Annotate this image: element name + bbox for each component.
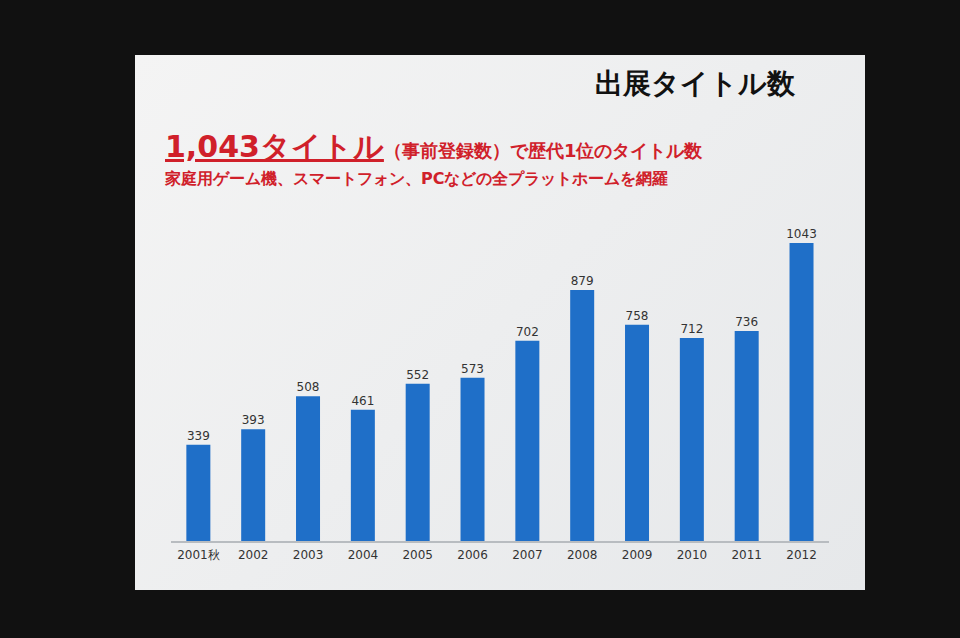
svg-text:393: 393 xyxy=(242,413,265,427)
svg-text:2003: 2003 xyxy=(293,548,324,562)
svg-text:702: 702 xyxy=(516,325,539,339)
svg-text:712: 712 xyxy=(680,322,703,336)
svg-text:461: 461 xyxy=(351,394,374,408)
html-text:1,043タイトル（事前登録数）で歴代1位のタイトル数: 1,043タイトル（事前登録数）で歴代1位のタイトル数 xyxy=(165,129,703,164)
svg-text:736: 736 xyxy=(735,315,758,329)
svg-text:2006: 2006 xyxy=(457,548,488,562)
svg-text:2011: 2011 xyxy=(731,548,762,562)
svg-text:2010: 2010 xyxy=(677,548,708,562)
svg-text:573: 573 xyxy=(461,362,484,376)
svg-text:2012: 2012 xyxy=(786,548,817,562)
svg-text:339: 339 xyxy=(187,429,210,443)
svg-text:508: 508 xyxy=(297,380,320,394)
svg-text:2007: 2007 xyxy=(512,548,543,562)
html-text:出展タイトル数: 出展タイトル数 xyxy=(595,67,795,100)
svg-text:2002: 2002 xyxy=(238,548,269,562)
svg-text:2005: 2005 xyxy=(402,548,433,562)
svg-text:2008: 2008 xyxy=(567,548,598,562)
svg-text:2009: 2009 xyxy=(622,548,653,562)
svg-text:758: 758 xyxy=(626,309,649,323)
svg-text:552: 552 xyxy=(406,368,429,382)
svg-text:2001秋: 2001秋 xyxy=(177,548,220,562)
svg-text:1043: 1043 xyxy=(786,227,817,241)
html-text:家庭用ゲーム機、スマートフォン、PCなどの全プラットホームを: 家庭用ゲーム機、スマートフォン、PCなどの全プラットホームを網羅 xyxy=(165,169,669,188)
svg-text:879: 879 xyxy=(571,274,594,288)
svg-text:2004: 2004 xyxy=(348,548,379,562)
